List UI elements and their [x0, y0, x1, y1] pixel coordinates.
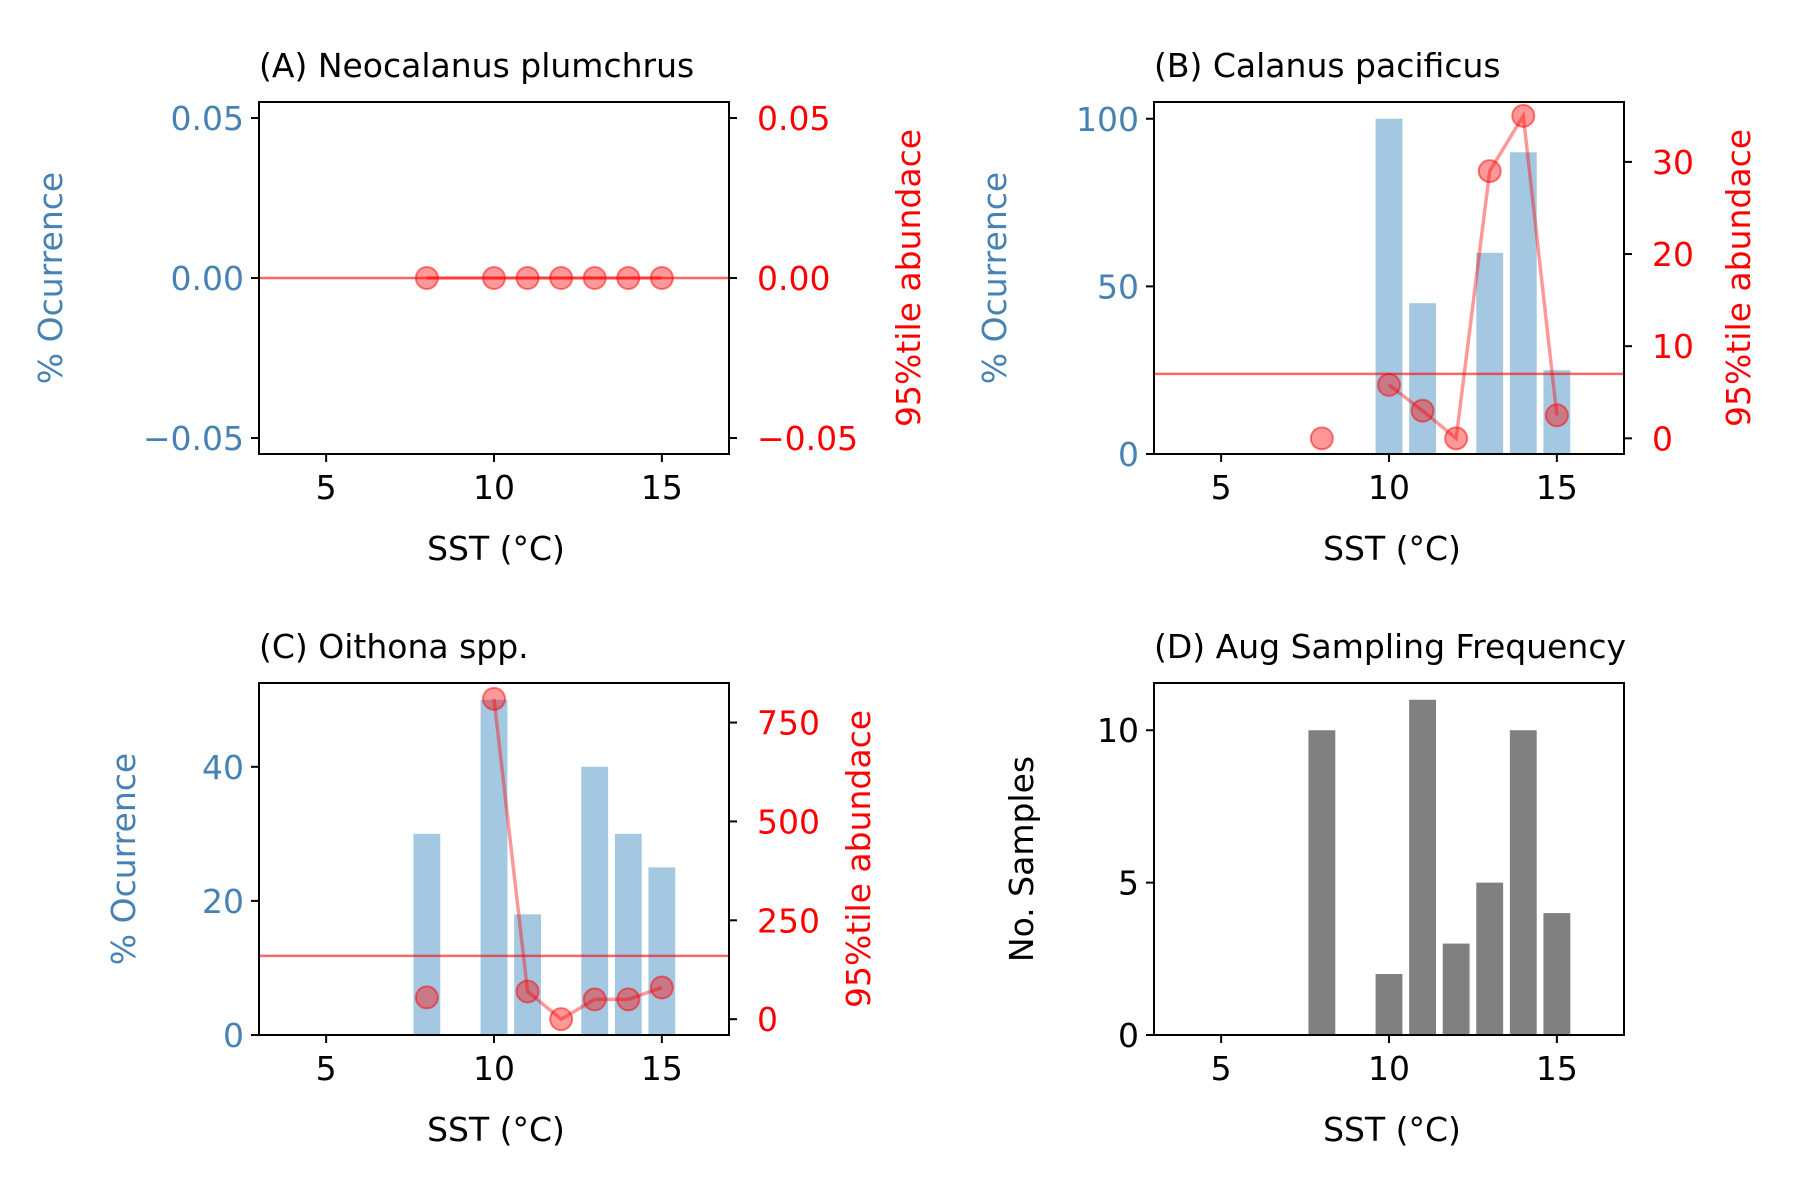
abundance-point-10 — [482, 686, 506, 711]
panel-title: (D) Aug Sampling Frequency — [1154, 627, 1626, 666]
abundance-point-11 — [515, 266, 540, 290]
abundance-point-11 — [1410, 398, 1435, 423]
panel-c: 5 10 15 0 20 40 0 250 500 750 (C) Oithona spp. SST … — [104, 627, 878, 1149]
y-tick-label: −0.05 — [143, 419, 244, 458]
x-tick-label: 10 — [1368, 468, 1410, 507]
abundance-point-12 — [549, 1007, 574, 1032]
panel-title: (A) Neocalanus plumchrus — [259, 46, 694, 85]
y-right-tick-label: 10 — [1652, 327, 1694, 366]
x-tick-label: 15 — [641, 468, 683, 507]
y-right-tick-label: 0.05 — [757, 99, 830, 138]
x-tick-label: 5 — [1211, 1049, 1232, 1088]
x-axis-label: SST (°C) — [427, 1110, 565, 1149]
y-tick-label: 0 — [223, 1016, 244, 1055]
y-tick-label: 50 — [1097, 267, 1139, 306]
y-right-tick-label: 500 — [757, 802, 820, 841]
y-axis-label: % Ocurrence — [104, 753, 143, 965]
y-tick-label: 20 — [202, 882, 244, 921]
y-axis-label: % Ocurrence — [31, 172, 70, 384]
y-tick-label: 5 — [1118, 864, 1139, 903]
panel-d: 5 10 15 0 5 10 (D) Aug Sampling Frequency SST (… — [1002, 627, 1626, 1149]
x-tick-label: 15 — [641, 1049, 683, 1088]
occurrence-bar-10 — [480, 699, 508, 1035]
occurrence-bar-14 — [1509, 152, 1537, 455]
abundance-point-8 — [414, 985, 439, 1010]
y-right-tick-label: 30 — [1652, 143, 1694, 182]
abundance-point-12 — [549, 266, 574, 290]
abundance-point-10 — [482, 266, 506, 290]
abundance-point-11 — [515, 979, 540, 1004]
abundance-point-13 — [582, 987, 607, 1012]
y-tick-label: 0 — [1118, 1016, 1139, 1055]
occurrence-bar-11 — [514, 914, 541, 1035]
x-axis-label: SST (°C) — [1323, 1110, 1461, 1149]
y-right-tick-label: 0 — [757, 1000, 778, 1039]
y-tick-label: 0 — [1118, 435, 1139, 474]
y-tick-label: 10 — [1097, 711, 1139, 750]
abundance-point-13 — [582, 266, 607, 290]
y-right-tick-label: 20 — [1652, 235, 1694, 274]
occurrence-bar-8 — [413, 833, 441, 1035]
panel-title: (C) Oithona spp. — [259, 627, 529, 666]
abundance-point-15 — [649, 975, 674, 1000]
panel-b: 5 10 15 0 50 100 0 10 20 30 (B) Calanus pacificus S… — [975, 46, 1758, 568]
x-tick-label: 10 — [473, 1049, 515, 1088]
y-right-tick-label: 250 — [757, 901, 820, 940]
y-tick-label: 0.00 — [171, 259, 244, 298]
occurrence-bar-13 — [581, 766, 609, 1035]
x-tick-label: 5 — [316, 1049, 337, 1088]
abundance-point-12 — [1444, 426, 1469, 451]
x-tick-label: 10 — [473, 468, 515, 507]
sample-bar-15 — [1543, 913, 1571, 1035]
abundance-point-10 — [1377, 372, 1401, 397]
occurrence-bar-13 — [1476, 252, 1504, 454]
y-right-tick-label: 0.00 — [757, 259, 830, 298]
abundance-point-14 — [616, 987, 641, 1012]
y-tick-label: 40 — [202, 748, 244, 787]
abundance-line — [1387, 110, 1559, 442]
abundance-point-13 — [1477, 159, 1502, 184]
y-right-axis-label: 95%tile abundace — [839, 710, 878, 1008]
abundance-point-8 — [1309, 426, 1334, 451]
abundance-point-14 — [616, 266, 641, 290]
x-tick-label: 15 — [1536, 468, 1578, 507]
occurrence-bar-11 — [1409, 303, 1436, 454]
sample-bar-13 — [1476, 882, 1504, 1035]
y-right-axis-label: 95%tile abundace — [889, 129, 928, 427]
occurrence-bar-15 — [1543, 370, 1571, 454]
panel-a: 5 10 15 −0.05 0.00 0.05 −0.05 0.00 0.05 (A) Neoca… — [31, 46, 928, 568]
sample-bar-12 — [1442, 943, 1470, 1035]
occurrence-bar-14 — [614, 833, 642, 1035]
x-tick-label: 5 — [1211, 468, 1232, 507]
sample-bar-10 — [1375, 974, 1403, 1035]
abundance-point-8 — [414, 266, 439, 290]
sample-bar-11 — [1409, 699, 1436, 1035]
panel-title: (B) Calanus pacificus — [1154, 46, 1501, 85]
occurrence-bar-15 — [648, 867, 676, 1035]
y-tick-label: 0.05 — [171, 99, 244, 138]
y-right-tick-label: 750 — [757, 704, 820, 743]
x-tick-label: 10 — [1368, 1049, 1410, 1088]
x-tick-label: 15 — [1536, 1049, 1578, 1088]
abundance-line — [492, 698, 663, 1022]
x-tick-label: 5 — [316, 468, 337, 507]
sample-bar-14 — [1509, 730, 1537, 1035]
y-right-tick-label: 0 — [1652, 419, 1673, 458]
abundance-point-15 — [1544, 403, 1569, 428]
sample-bar-8 — [1308, 730, 1336, 1035]
y-axis-label: No. Samples — [1002, 756, 1041, 962]
abundance-point-14 — [1511, 103, 1536, 128]
y-right-axis-label: 95%tile abundace — [1719, 129, 1758, 427]
abundance-point-15 — [649, 266, 674, 290]
y-right-tick-label: −0.05 — [757, 419, 858, 458]
x-axis-label: SST (°C) — [1323, 529, 1461, 568]
occurrence-bar-10 — [1375, 118, 1403, 454]
y-tick-label: 100 — [1076, 100, 1139, 139]
y-axis-label: % Ocurrence — [975, 172, 1014, 384]
x-axis-label: SST (°C) — [427, 529, 565, 568]
